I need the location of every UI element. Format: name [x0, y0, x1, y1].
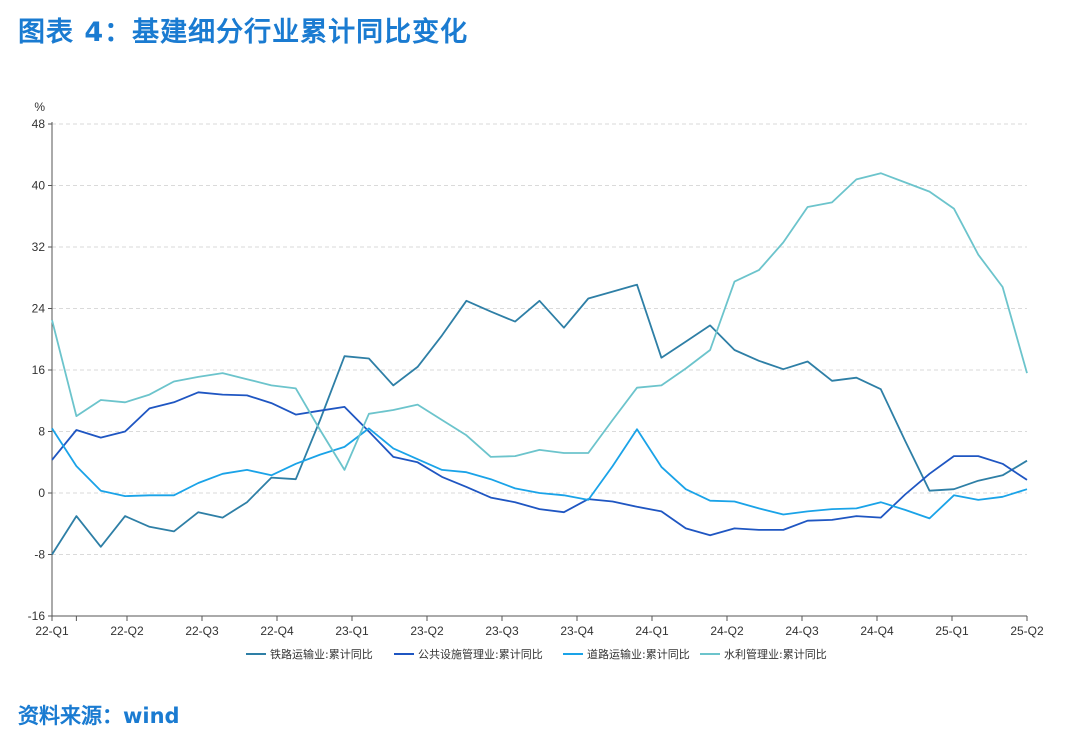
legend-label-3: 道路运输业:累计同比	[587, 647, 690, 661]
y-tick-label: 0	[38, 486, 45, 500]
x-tick-label: 22-Q3	[185, 624, 219, 638]
series-line-4	[51, 172, 1028, 471]
x-tick-label: 23-Q2	[410, 624, 444, 638]
x-tick-label: 22-Q2	[110, 624, 144, 638]
page-title: 图表 4：基建细分行业累计同比变化	[18, 17, 469, 48]
series-line-3	[51, 427, 1028, 520]
axes: -16 -8 0 8 16 24 32 40 48% 22-Q1 22-Q2 22-Q3 22-Q4 23…	[28, 100, 1044, 638]
line-chart: -16 -8 0 8 16 24 32 40 48% 22-Q1 22-Q2 22-Q3 22-Q4 23…	[28, 100, 1044, 661]
x-tick-label: 23-Q4	[560, 624, 594, 638]
series-line-2	[51, 391, 1028, 537]
x-tick-label: 22-Q1	[35, 624, 69, 638]
legend-label-4: 水利管理业:累计同比	[724, 647, 827, 661]
x-tick-label: 24-Q3	[785, 624, 819, 638]
y-tick-label: -16	[28, 609, 46, 623]
x-tick-label: 25-Q2	[1010, 624, 1044, 638]
y-tick-label: 16	[32, 363, 46, 377]
legend-label-1: 铁路运输业:累计同比	[270, 647, 373, 661]
x-tick-label: 24-Q4	[860, 624, 894, 638]
series-lines	[51, 172, 1028, 555]
x-tick-label: 25-Q1	[935, 624, 969, 638]
legend: 铁路运输业:累计同比 公共设施管理业:累计同比 道路运输业:累计同比 水利管理业:累计…	[246, 647, 827, 661]
source-note: 资料来源：wind	[18, 704, 180, 728]
y-tick-label: -8	[34, 548, 45, 562]
gridlines	[52, 123, 1027, 555]
series-line-1	[51, 283, 1028, 555]
x-tick-label: 23-Q3	[485, 624, 519, 638]
y-unit-label: %	[34, 100, 45, 114]
y-tick-label: 24	[32, 302, 46, 316]
y-tick-label: 8	[38, 425, 45, 439]
y-tick-label: 32	[32, 240, 46, 254]
y-tick-label: 40	[32, 179, 46, 193]
x-tick-label: 23-Q1	[335, 624, 369, 638]
x-tick-label: 22-Q4	[260, 624, 294, 638]
legend-label-2: 公共设施管理业:累计同比	[418, 647, 543, 661]
y-tick-label: 48	[32, 117, 46, 131]
x-tick-label: 24-Q1	[635, 624, 669, 638]
x-tick-label: 24-Q2	[710, 624, 744, 638]
